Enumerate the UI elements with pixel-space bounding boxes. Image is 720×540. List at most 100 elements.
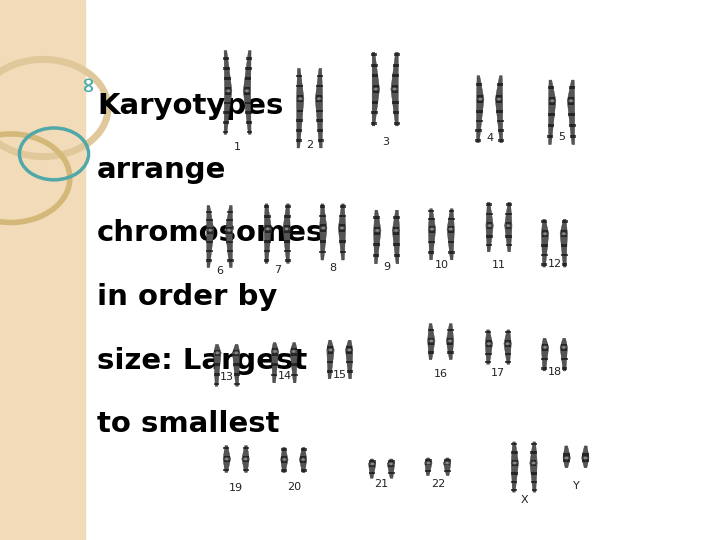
Ellipse shape <box>266 227 270 231</box>
Bar <box>448 231 454 233</box>
Polygon shape <box>560 347 567 371</box>
Bar <box>531 460 536 462</box>
Bar <box>393 232 399 235</box>
Ellipse shape <box>430 227 434 231</box>
Bar <box>318 139 323 142</box>
Bar <box>392 90 397 93</box>
Bar <box>486 244 492 246</box>
Bar <box>582 459 588 462</box>
Bar <box>372 75 378 77</box>
Bar <box>223 447 230 449</box>
Bar <box>447 329 454 332</box>
Bar <box>243 469 249 471</box>
Ellipse shape <box>543 232 547 235</box>
Polygon shape <box>505 226 512 252</box>
Bar <box>226 227 232 230</box>
Bar <box>531 443 537 445</box>
Polygon shape <box>283 204 290 229</box>
Bar <box>511 481 518 483</box>
Text: 12: 12 <box>547 259 562 269</box>
Ellipse shape <box>215 351 220 354</box>
Ellipse shape <box>505 342 510 345</box>
Ellipse shape <box>226 89 230 92</box>
Bar <box>284 225 289 228</box>
Bar <box>511 451 518 454</box>
Bar <box>316 100 322 103</box>
Ellipse shape <box>569 99 573 102</box>
Bar <box>582 453 588 457</box>
Bar <box>281 448 287 450</box>
Ellipse shape <box>487 342 491 345</box>
Bar <box>371 122 377 125</box>
Polygon shape <box>392 231 400 264</box>
Bar <box>226 219 233 221</box>
Polygon shape <box>485 343 492 364</box>
Bar <box>320 229 326 232</box>
Text: 2: 2 <box>306 140 313 150</box>
Bar <box>542 344 548 346</box>
Polygon shape <box>505 202 512 226</box>
Bar <box>206 219 213 221</box>
Text: 9: 9 <box>383 262 390 272</box>
Bar <box>371 64 377 67</box>
Polygon shape <box>428 229 436 260</box>
Bar <box>512 464 518 466</box>
Bar <box>512 460 518 462</box>
Text: to smallest: to smallest <box>97 410 279 438</box>
Bar <box>562 220 567 223</box>
Bar <box>244 92 250 94</box>
Bar <box>388 472 395 474</box>
Text: X: X <box>521 495 528 505</box>
Bar <box>271 363 278 366</box>
Ellipse shape <box>208 228 212 232</box>
Bar <box>447 342 453 345</box>
Bar <box>505 235 512 238</box>
Bar <box>392 85 397 88</box>
Ellipse shape <box>543 346 547 349</box>
Ellipse shape <box>301 458 305 461</box>
Bar <box>300 456 306 458</box>
Ellipse shape <box>321 226 325 230</box>
Bar <box>486 345 492 347</box>
Bar <box>374 217 380 219</box>
Bar <box>223 469 230 471</box>
Bar <box>549 113 554 116</box>
Bar <box>271 374 277 376</box>
Bar <box>428 251 434 254</box>
Bar <box>225 92 231 94</box>
Bar <box>505 361 511 363</box>
Bar <box>316 94 322 98</box>
Text: 15: 15 <box>333 370 347 380</box>
Bar <box>486 213 492 215</box>
Bar <box>562 367 567 370</box>
Bar <box>511 443 517 445</box>
Text: 20: 20 <box>287 482 301 492</box>
Polygon shape <box>327 340 334 350</box>
Bar <box>531 481 537 483</box>
Text: size: Largest: size: Largest <box>97 347 307 375</box>
Text: 11: 11 <box>492 260 506 269</box>
Ellipse shape <box>497 98 501 101</box>
Bar <box>505 331 511 334</box>
Bar <box>233 349 239 352</box>
Text: arrange: arrange <box>97 156 227 184</box>
Bar <box>244 87 250 90</box>
Polygon shape <box>541 234 549 267</box>
Bar <box>476 119 482 122</box>
Text: 8: 8 <box>329 263 336 273</box>
Text: Y: Y <box>572 481 580 491</box>
Bar <box>373 85 379 88</box>
Bar <box>444 470 451 471</box>
Bar <box>225 102 230 104</box>
Bar <box>541 264 547 266</box>
Polygon shape <box>560 219 567 234</box>
Text: 3: 3 <box>382 137 389 147</box>
Bar <box>429 226 435 228</box>
Bar <box>272 348 278 350</box>
Text: 21: 21 <box>374 480 389 489</box>
Bar <box>284 215 291 218</box>
Text: 10: 10 <box>434 260 449 271</box>
Polygon shape <box>327 350 334 379</box>
Text: 17: 17 <box>491 368 505 378</box>
Bar <box>291 348 297 350</box>
